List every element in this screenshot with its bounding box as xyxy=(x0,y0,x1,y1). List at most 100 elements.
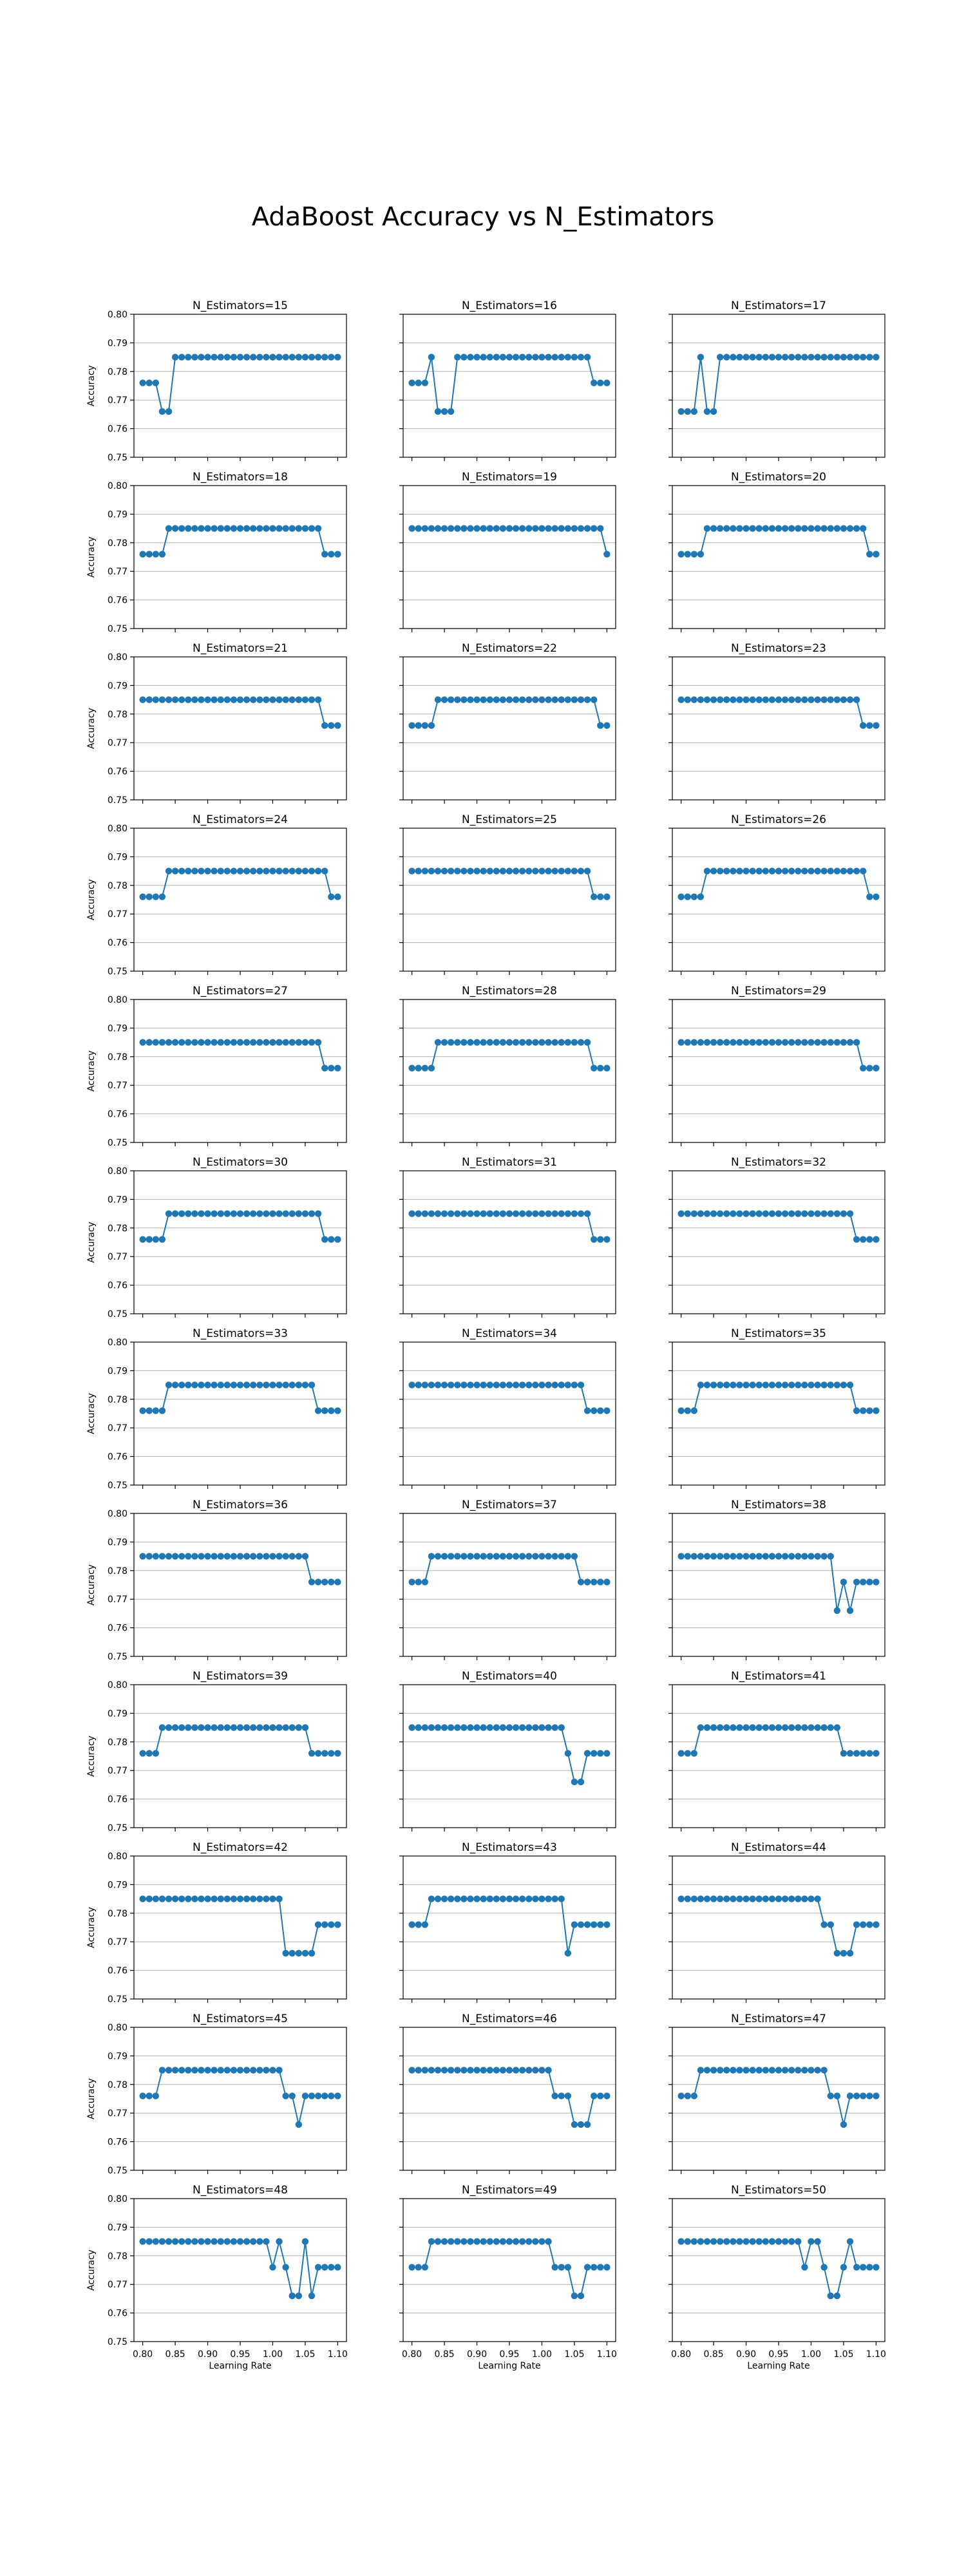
data-point xyxy=(814,1039,821,1046)
data-point xyxy=(743,2238,750,2245)
data-point xyxy=(866,2264,873,2271)
data-point xyxy=(526,1381,533,1388)
y-axis-label: Accuracy xyxy=(86,2078,97,2119)
data-point xyxy=(710,1381,717,1388)
data-point xyxy=(321,2264,328,2271)
data-point xyxy=(730,867,737,875)
data-point xyxy=(526,696,533,703)
data-point xyxy=(289,1039,296,1046)
x-tick-label: 0.80 xyxy=(133,2349,153,2360)
data-point xyxy=(532,696,539,703)
x-tick-label: 0.85 xyxy=(165,2349,185,2360)
subplot-title: N_Estimators=21 xyxy=(193,642,288,655)
data-point xyxy=(146,1039,153,1046)
data-point xyxy=(314,1921,322,1928)
data-point xyxy=(211,1724,218,1731)
subplot-title: N_Estimators=30 xyxy=(193,1156,288,1169)
data-point xyxy=(230,1553,238,1560)
data-point xyxy=(518,1895,526,1902)
data-point xyxy=(551,2092,558,2099)
x-tick-label: 0.95 xyxy=(768,2349,788,2360)
data-point xyxy=(321,354,328,361)
data-point xyxy=(597,2264,604,2271)
data-point xyxy=(486,2238,493,2245)
y-tick-label: 0.77 xyxy=(108,395,128,406)
data-point xyxy=(295,1724,303,1731)
y-tick-label: 0.75 xyxy=(108,2166,128,2176)
data-point xyxy=(697,2238,705,2245)
data-point xyxy=(152,1750,160,1757)
data-point xyxy=(749,696,756,703)
data-point xyxy=(690,1210,698,1217)
data-point xyxy=(551,1724,558,1731)
y-tick-label: 0.78 xyxy=(108,881,128,891)
data-point xyxy=(526,867,533,875)
data-point xyxy=(781,696,789,703)
data-point xyxy=(808,2238,815,2245)
data-point xyxy=(269,1210,276,1217)
data-point xyxy=(249,1553,257,1560)
data-point xyxy=(185,1553,192,1560)
x-tick-label: 1.10 xyxy=(328,2349,348,2360)
data-point xyxy=(158,408,166,415)
data-point xyxy=(460,1381,468,1388)
data-point xyxy=(321,1407,328,1414)
data-point xyxy=(421,2264,429,2271)
data-point xyxy=(512,354,520,361)
data-point xyxy=(204,1553,211,1560)
data-point xyxy=(460,1553,468,1560)
data-point xyxy=(512,1553,520,1560)
data-point xyxy=(590,696,598,703)
data-point xyxy=(243,1895,251,1902)
data-point xyxy=(139,1750,146,1757)
subplot: N_Estimators=28 xyxy=(399,985,616,1146)
data-point xyxy=(211,1039,218,1046)
data-point xyxy=(236,2238,244,2245)
data-point xyxy=(276,1553,283,1560)
data-point xyxy=(480,1210,487,1217)
data-point xyxy=(736,1724,743,1731)
data-point xyxy=(415,2067,422,2074)
data-point xyxy=(532,1895,539,1902)
data-point xyxy=(249,1895,257,1902)
data-point xyxy=(308,1039,316,1046)
data-point xyxy=(473,867,480,875)
data-point xyxy=(223,1381,231,1388)
data-point xyxy=(198,1724,205,1731)
data-point xyxy=(781,2067,789,2074)
data-point xyxy=(506,1381,513,1388)
data-point xyxy=(269,2264,276,2271)
data-point xyxy=(846,1750,854,1757)
data-point xyxy=(146,696,153,703)
axes-frame xyxy=(672,485,886,629)
data-point xyxy=(788,1381,795,1388)
data-point xyxy=(415,1065,422,1072)
data-point xyxy=(460,867,468,875)
y-tick-label: 0.79 xyxy=(108,509,128,520)
data-point xyxy=(762,2067,770,2074)
y-tick-label: 0.76 xyxy=(108,1966,128,1976)
data-point xyxy=(710,1553,717,1560)
data-point xyxy=(486,1895,493,1902)
data-point xyxy=(833,2292,841,2300)
data-point xyxy=(551,867,558,875)
data-point xyxy=(282,1210,289,1217)
data-point xyxy=(282,1724,289,1731)
data-point xyxy=(211,867,218,875)
data-point xyxy=(859,722,867,729)
data-point xyxy=(564,2264,572,2271)
figure-title: AdaBoost Accuracy vs N_Estimators xyxy=(252,202,715,232)
data-point xyxy=(846,2238,854,2245)
y-tick-label: 0.80 xyxy=(108,995,128,1005)
data-point xyxy=(217,1210,224,1217)
data-point xyxy=(716,1039,724,1046)
data-point xyxy=(730,696,737,703)
data-point xyxy=(833,1949,841,1957)
data-point xyxy=(198,1210,205,1217)
data-point xyxy=(217,1724,224,1731)
axes-frame xyxy=(133,656,347,800)
data-point xyxy=(440,867,448,875)
data-point xyxy=(204,525,211,532)
data-point xyxy=(308,1750,316,1757)
y-tick-label: 0.76 xyxy=(108,1281,128,1291)
